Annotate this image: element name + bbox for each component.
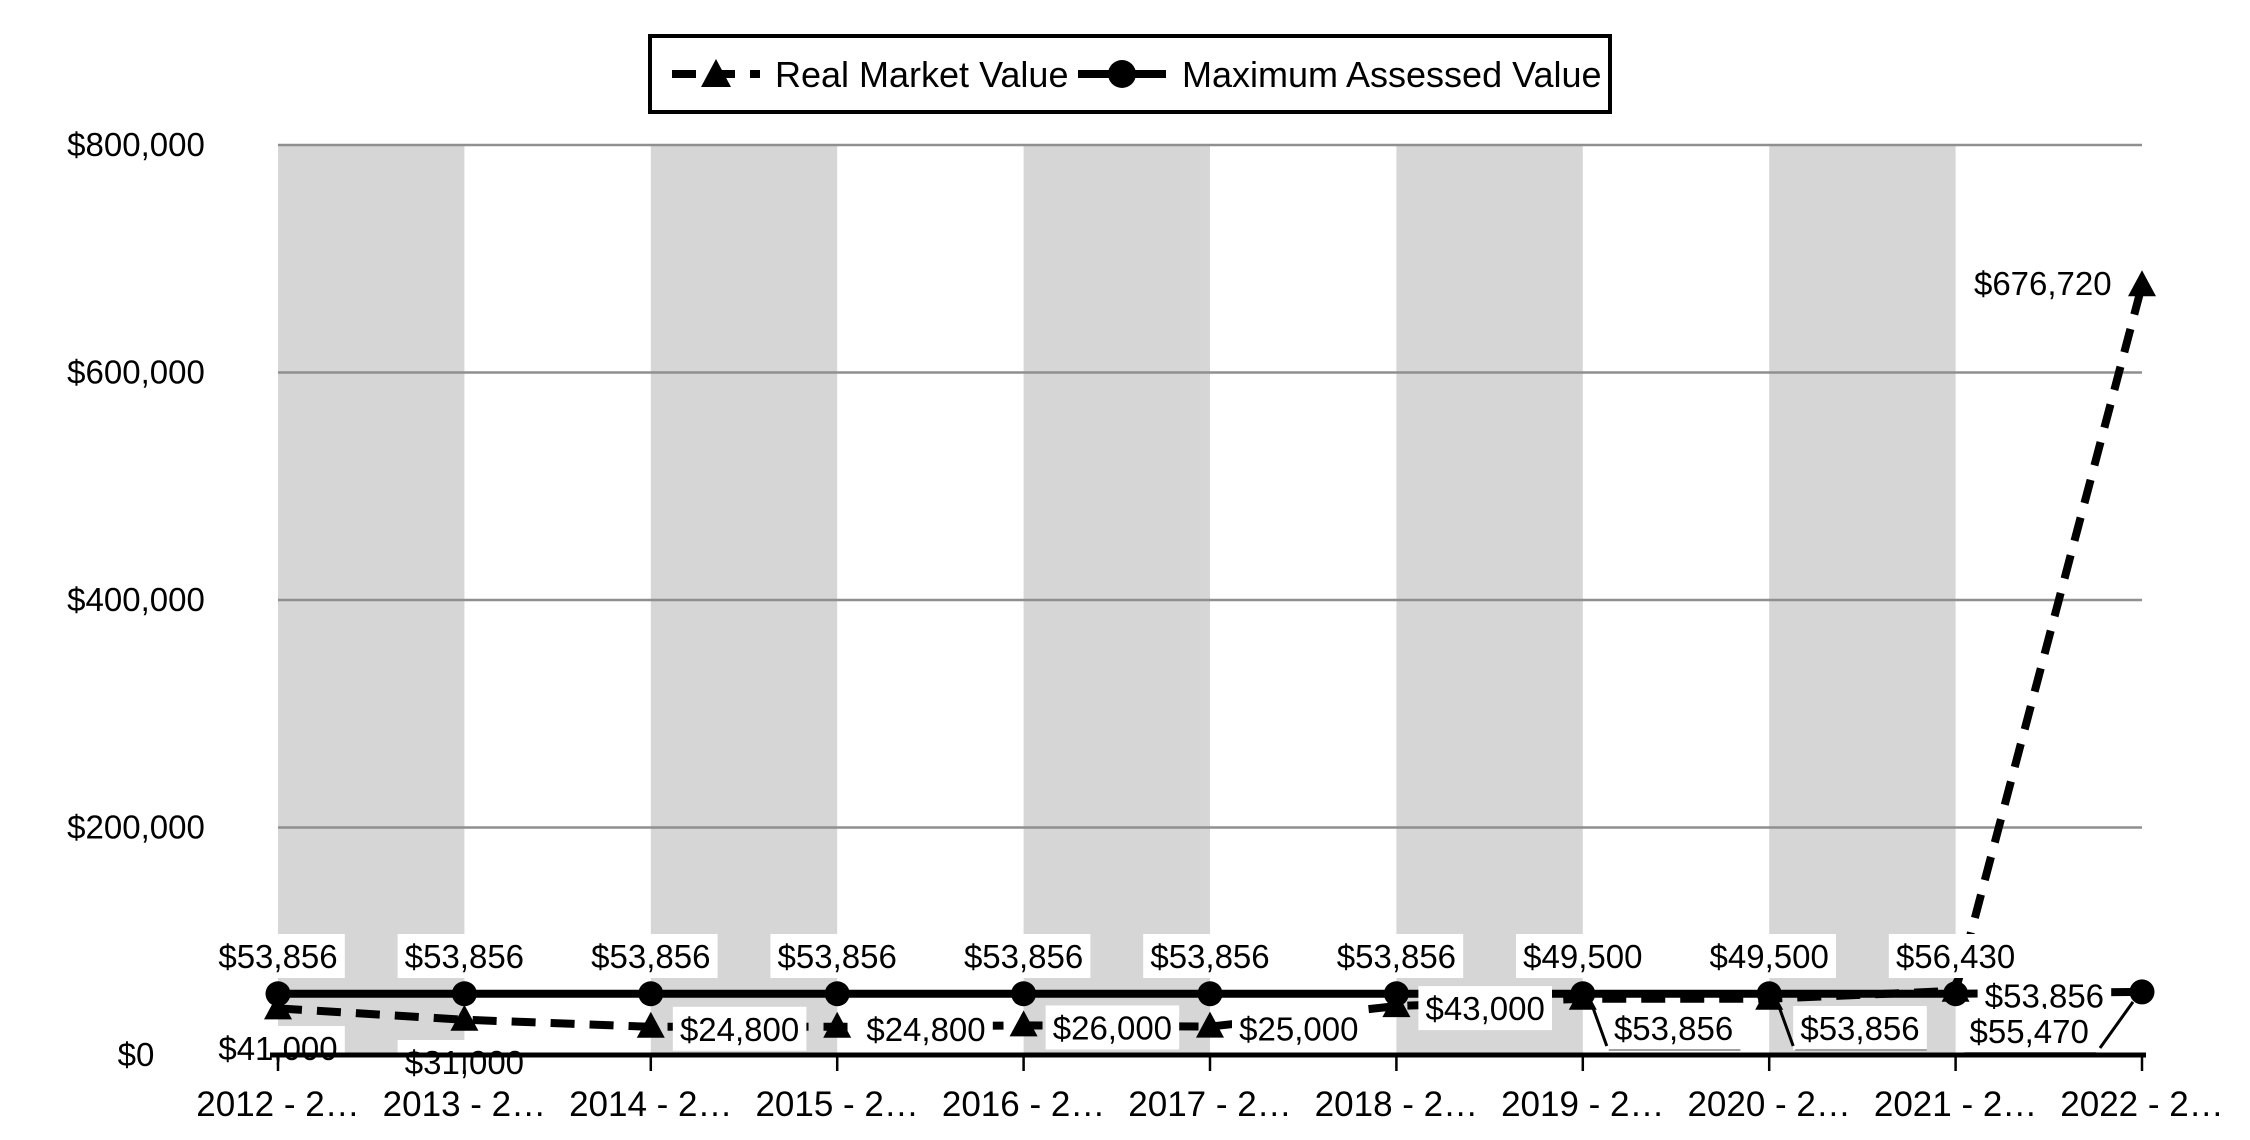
data-label: $53,856 bbox=[778, 938, 897, 975]
x-tick-label: 2019 - 2… bbox=[1501, 1085, 1664, 1124]
data-label-box bbox=[1888, 934, 2023, 978]
data-label-box bbox=[397, 934, 532, 978]
data-label: $24,800 bbox=[866, 1011, 985, 1048]
data-label-box bbox=[956, 934, 1091, 978]
legend: Real Market Value Maximum Assessed Value bbox=[648, 34, 1612, 114]
data-label-box bbox=[584, 934, 718, 978]
data-label-box bbox=[1143, 934, 1277, 978]
circle-marker bbox=[1383, 981, 1409, 1007]
data-label: $26,000 bbox=[1053, 1009, 1172, 1046]
circle-marker bbox=[824, 981, 850, 1007]
x-tick-label: 2013 - 2… bbox=[383, 1085, 546, 1124]
leader-line bbox=[1589, 1001, 1609, 1047]
data-label-box bbox=[1967, 261, 2118, 306]
x-tick-label: 2015 - 2… bbox=[755, 1085, 918, 1124]
y-tick-label: $600,000 bbox=[67, 354, 205, 391]
data-label-box bbox=[1418, 986, 1552, 1031]
x-tick-label: 2021 - 2… bbox=[1874, 1085, 2037, 1124]
triangle-marker bbox=[1009, 1010, 1038, 1037]
data-label-box bbox=[1702, 934, 1836, 978]
x-axis bbox=[270, 1052, 2146, 1071]
data-label: $53,856 bbox=[964, 938, 1083, 975]
x-tick-label: 2017 - 2… bbox=[1128, 1085, 1291, 1124]
x-tick-label: 2012 - 2… bbox=[196, 1085, 359, 1124]
triangle-marker bbox=[264, 993, 292, 1020]
legend-label-real-market-value: Real Market Value bbox=[775, 54, 1068, 95]
data-label: $53,856 bbox=[591, 938, 710, 975]
data-label-box bbox=[1606, 1006, 1741, 1050]
data-label-box bbox=[1962, 1009, 2096, 1053]
x-tick-label: 2014 - 2… bbox=[569, 1085, 732, 1124]
y-tick-label: $400,000 bbox=[67, 581, 205, 618]
x-tick-label: 2016 - 2… bbox=[942, 1085, 1105, 1124]
triangle-marker bbox=[823, 1011, 852, 1038]
leader-line bbox=[2098, 1001, 2135, 1049]
data-label-box bbox=[859, 1006, 993, 1051]
x-tick-label: 2018 - 2… bbox=[1315, 1085, 1478, 1124]
data-label-box bbox=[1516, 934, 1650, 978]
data-labels: $41,000 $31,000$24,800 $24,800 $26,000 $25,0… bbox=[211, 261, 2118, 1084]
data-label-box bbox=[1232, 1006, 1366, 1051]
data-label: $53,856 bbox=[218, 938, 337, 975]
triangle-marker bbox=[450, 1004, 479, 1031]
data-label: $43,000 bbox=[1426, 990, 1545, 1027]
y-tick-label: $0 bbox=[118, 1036, 155, 1073]
data-label: $53,856 bbox=[1800, 1010, 1919, 1047]
triangle-marker bbox=[1196, 1011, 1224, 1038]
legend-circle-marker-icon bbox=[1108, 60, 1136, 88]
data-label: $49,500 bbox=[1710, 938, 1829, 975]
data-label-box bbox=[770, 934, 904, 978]
triangle-marker bbox=[636, 1011, 665, 1038]
data-label: $53,856 bbox=[405, 938, 524, 975]
data-label-box bbox=[672, 1006, 807, 1051]
data-label: $55,470 bbox=[1970, 1013, 2089, 1050]
data-label: $53,856 bbox=[1614, 1010, 1733, 1047]
data-label-box bbox=[211, 934, 345, 978]
data-label: $25,000 bbox=[1239, 1011, 1358, 1048]
leader-line bbox=[1775, 1001, 1795, 1047]
circle-marker bbox=[1570, 981, 1596, 1007]
y-tick-label: $200,000 bbox=[67, 809, 205, 846]
legend-triangle-marker-icon bbox=[701, 59, 731, 87]
x-tick-label: 2022 - 2… bbox=[2060, 1085, 2223, 1124]
x-tick-label: 2020 - 2… bbox=[1687, 1085, 1850, 1124]
data-label: $24,800 bbox=[680, 1011, 799, 1048]
data-label-box bbox=[1045, 1005, 1180, 1050]
y-tick-label: $800,000 bbox=[67, 126, 205, 163]
circle-marker bbox=[265, 981, 291, 1007]
triangle-marker bbox=[2128, 270, 2156, 297]
circle-marker bbox=[1011, 981, 1037, 1007]
leader-lines bbox=[1589, 1001, 2135, 1049]
circle-marker bbox=[2129, 979, 2155, 1005]
data-label-box bbox=[1793, 1006, 1927, 1050]
circle-marker bbox=[1756, 981, 1782, 1007]
circle-marker bbox=[638, 981, 664, 1007]
data-label: $676,720 bbox=[1974, 265, 2112, 302]
gridlines bbox=[278, 143, 2142, 829]
data-label: $56,430 bbox=[1896, 938, 2015, 975]
circle-marker bbox=[1943, 981, 1969, 1007]
data-label-box bbox=[1329, 934, 1464, 978]
data-label: $53,856 bbox=[1985, 978, 2104, 1015]
data-label: $53,856 bbox=[1150, 938, 1269, 975]
data-label: $49,500 bbox=[1523, 938, 1642, 975]
data-label: $53,856 bbox=[1337, 938, 1456, 975]
circle-marker bbox=[1197, 981, 1223, 1007]
legend-label-maximum-assessed-value: Maximum Assessed Value bbox=[1182, 54, 1602, 95]
axis-tick-labels: 2012 - 2… 2013 - 2… 2014 - 2… 2015 - 2… 2016… bbox=[67, 126, 2224, 1124]
circle-marker bbox=[451, 981, 477, 1007]
